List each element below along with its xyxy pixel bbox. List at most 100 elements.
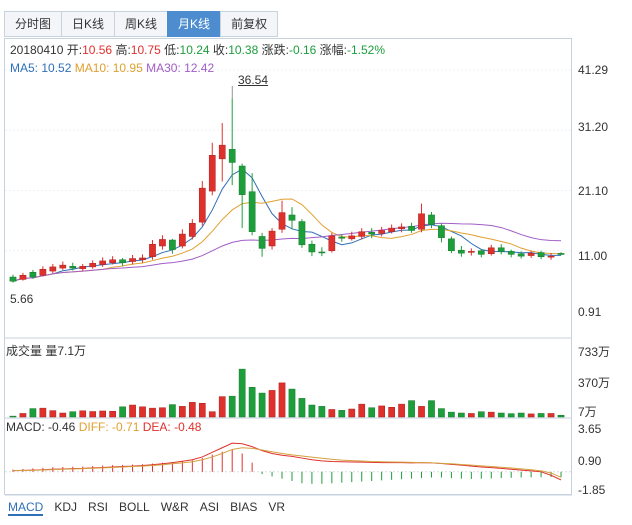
change-label: 涨跌: <box>261 43 289 57</box>
volume-bar <box>468 413 475 418</box>
price-axis-tick: 21.10 <box>578 184 609 198</box>
tab-indicator[interactable]: BIAS <box>230 500 258 514</box>
volume-bar <box>338 410 346 418</box>
candle-body <box>39 269 47 276</box>
volume-bar <box>458 412 465 418</box>
candle-body <box>119 259 126 263</box>
ma5-value: MA5: 10.52 <box>10 61 72 75</box>
candle-body <box>517 253 525 257</box>
tab-period[interactable]: 前复权 <box>220 11 279 37</box>
volume-bar <box>49 410 57 418</box>
candle-body <box>487 247 495 255</box>
tab-indicator[interactable]: ASI <box>199 500 220 514</box>
diff-line <box>12 442 562 481</box>
tab-period[interactable]: 月K线 <box>167 11 221 37</box>
candle-body <box>228 149 236 163</box>
candle-body <box>328 235 336 252</box>
candle-body <box>308 243 316 253</box>
tab-period[interactable]: 周K线 <box>114 11 168 37</box>
candle-body <box>358 231 366 237</box>
tab-indicator[interactable]: BOLL <box>119 500 150 514</box>
volume-bar <box>139 406 146 418</box>
candle-body <box>169 239 176 250</box>
volume-bar <box>378 405 385 418</box>
volume-bar <box>398 403 405 418</box>
volume-bar <box>169 404 176 418</box>
tab-period[interactable]: 日K线 <box>61 11 115 37</box>
volume-bar <box>258 392 266 418</box>
volume-bar <box>507 413 515 418</box>
diff-value: DIFF: -0.71 <box>78 420 140 434</box>
tab-indicator[interactable]: VR <box>268 500 286 514</box>
tab-indicator[interactable]: KDJ <box>54 500 78 514</box>
volume-bar <box>537 413 545 418</box>
min-price-label: 5.66 <box>10 292 34 306</box>
volume-bar <box>418 406 425 418</box>
ma-legend: MA5: 10.52 MA10: 10.95 MA30: 12.42 <box>10 61 214 75</box>
open-value: 10.56 <box>82 43 113 57</box>
volume-bar <box>189 402 196 418</box>
candle-body <box>497 247 505 252</box>
candle-body <box>159 239 166 247</box>
max-price-label: 36.54 <box>238 73 269 87</box>
dea-value: DEA: -0.48 <box>142 420 202 434</box>
volume-bar <box>19 413 27 418</box>
candle-body <box>278 212 286 230</box>
candle-body <box>398 226 405 229</box>
volume-bar <box>29 408 37 418</box>
candle-body <box>408 226 415 231</box>
volume-bar <box>517 412 525 418</box>
candle-body <box>477 250 485 255</box>
candle-body <box>258 236 266 249</box>
volume-bar <box>348 408 356 418</box>
candle-body <box>69 266 77 269</box>
volume-bar <box>179 406 186 418</box>
candle-body <box>537 252 545 257</box>
volume-bar <box>497 412 505 418</box>
candle-body <box>318 251 326 254</box>
tab-indicator[interactable]: W&R <box>160 500 189 514</box>
volume-bar <box>547 413 555 418</box>
price-axis-tick: 0.91 <box>578 305 602 319</box>
candle-body <box>179 233 186 247</box>
ma10-value: MA10: 10.95 <box>74 61 143 75</box>
candle-body <box>59 264 67 269</box>
pct-label: 涨幅: <box>319 43 347 57</box>
volume-bar <box>89 411 97 418</box>
volume-bar <box>408 400 415 418</box>
candle-body <box>458 249 465 254</box>
candle-body <box>507 251 515 255</box>
volume-axis-tick: 370万 <box>578 376 611 390</box>
candle-body <box>468 251 475 253</box>
tab-indicator[interactable]: RSI <box>88 500 109 514</box>
volume-bar <box>69 411 77 418</box>
candle-body <box>49 266 57 272</box>
candle-body <box>418 213 425 230</box>
change-value: -0.16 <box>288 43 317 57</box>
volume-bar <box>368 407 376 418</box>
tab-period[interactable]: 分时图 <box>4 11 62 37</box>
price-axis-tick: 41.29 <box>578 63 609 77</box>
period-tabs: 分时图 日K线 周K线 月K线 前复权 <box>4 11 279 37</box>
open-label: 开: <box>66 43 83 57</box>
ma30-line <box>12 222 562 282</box>
volume-bar <box>358 403 366 418</box>
candle-body <box>139 257 146 260</box>
macd-axis-tick: 0.90 <box>578 454 602 468</box>
volume-bar <box>428 400 435 418</box>
volume-bar <box>278 382 286 418</box>
candle-body <box>109 259 116 263</box>
low-value: 10.24 <box>179 43 210 57</box>
candle-body <box>428 214 435 225</box>
macd-axis-tick: 3.65 <box>578 422 602 436</box>
tab-indicator[interactable]: MACD <box>8 500 44 516</box>
volume-axis-tick: 733万 <box>578 345 611 359</box>
volume-bar <box>318 406 326 418</box>
volume-bar <box>228 395 236 418</box>
candle-body <box>557 253 565 255</box>
indicator-tabs: MACD KDJ RSI BOLL W&R ASI BIAS VR <box>8 500 296 516</box>
volume-bar <box>268 390 276 418</box>
volume-bar <box>9 415 17 418</box>
ma30-value: MA30: 12.42 <box>146 61 215 75</box>
